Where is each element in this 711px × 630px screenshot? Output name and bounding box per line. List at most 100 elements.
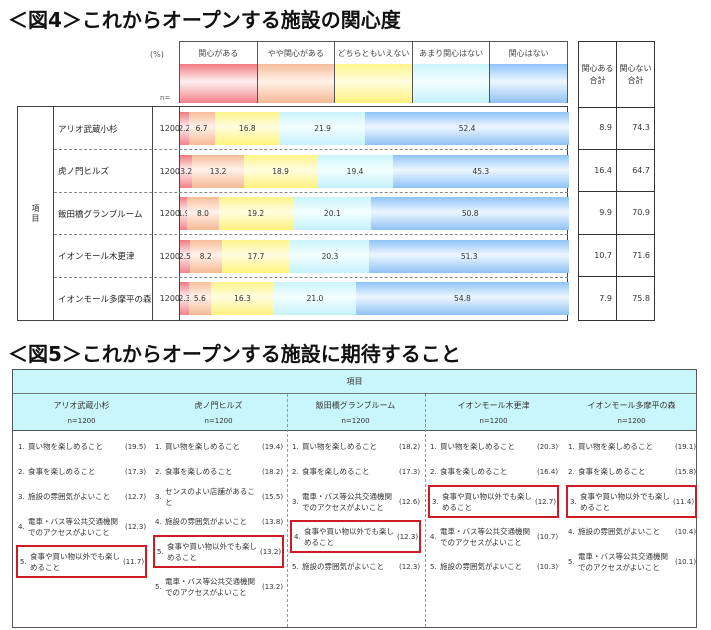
legend-item-not-interested: 関心はない — [490, 42, 567, 103]
rank-number: 5. — [430, 562, 437, 571]
facility-name: イオンモール多摩平の森 — [587, 401, 676, 410]
item-percent: (16.4) — [537, 467, 559, 476]
bar-segment: 54.8 — [355, 282, 569, 316]
item-percent: (12.3) — [397, 532, 419, 541]
percent-unit-label: (%) — [150, 50, 164, 59]
legend-swatch — [412, 64, 490, 103]
bar-segment: 21.9 — [279, 112, 366, 145]
list-item: 5. 電車・バス等公共交通機関でのアクセスがよいこと (10.1) — [566, 545, 697, 578]
highlighted-list-item: 5. 食事や買い物以外でも楽しめること (11.7) — [16, 545, 147, 578]
interested-total: 16.4 — [579, 149, 617, 192]
summary-table: 関心ある 合計 関心ない 合計 8.9 74.3 16.4 64.7 9.9 70.9 10.7… — [578, 41, 655, 321]
item-text: 食事や買い物以外でも楽しめること — [304, 526, 394, 547]
item-percent: (17.3) — [125, 467, 147, 476]
item-text: 電車・バス等公共交通機関でのアクセスがよいこと — [28, 516, 118, 537]
legend-swatch — [335, 64, 412, 103]
legend-label: 関心はない — [508, 48, 549, 58]
rank-number: 1. — [292, 442, 299, 451]
bar-segment: 8.2 — [189, 239, 222, 273]
item-text: 食事や買い物以外でも楽しめること — [442, 491, 532, 512]
not-interested-total: 70.9 — [632, 208, 650, 218]
rank-number: 4. — [568, 527, 575, 536]
item-text: 買い物を楽しめること — [302, 442, 377, 451]
bar-segment: 52.4 — [365, 112, 569, 145]
legend-swatch — [490, 64, 567, 103]
list-item: 4. 電車・バス等公共交通機関でのアクセスがよいこと (10.7) — [428, 520, 559, 553]
legend-item-neutral: どちらともいえない — [335, 42, 413, 103]
item-percent: (19.5) — [125, 442, 147, 451]
item-text: 買い物を楽しめること — [28, 442, 103, 451]
item-percent: (13.2) — [262, 582, 284, 591]
item-percent: (10.7) — [537, 532, 559, 541]
divider — [152, 107, 153, 320]
chart-row: 虎ノ門ヒルズ 1200 3.2 13.2 18.9 19.4 45.3 — [54, 150, 569, 193]
item-text: 食事を楽しめること — [165, 467, 233, 476]
item-percent: (10.3) — [537, 562, 559, 571]
bar-segment: 2.5 — [179, 239, 191, 273]
item-text: 食事を楽しめること — [302, 467, 370, 476]
highlighted-list-item: 4. 食事や買い物以外でも楽しめること (12.3) — [290, 520, 421, 553]
not-interested-total: 71.6 — [632, 251, 650, 261]
interested-total: 9.9 — [579, 192, 617, 234]
item-percent: (15.8) — [675, 467, 697, 476]
rank-number: 4. — [18, 522, 25, 531]
summary-header-not-interested: 関心ない 合計 — [619, 63, 652, 85]
item-percent: (12.7) — [535, 497, 557, 506]
figure4-title: ＜図4＞これからオープンする施設の関心度 — [8, 8, 401, 32]
facility-name: アリオ武蔵小杉 — [53, 401, 110, 410]
summary-row: 16.4 64.7 — [579, 149, 654, 193]
list-item: 2. 食事を楽しめること (17.3) — [290, 460, 421, 483]
rank-number: 4. — [155, 517, 162, 526]
chart-row: イオンモール多摩平の森 1200 2.3 5.6 16.3 21.0 54.8 — [54, 277, 569, 320]
rank-number: 5. — [292, 562, 299, 571]
not-interested-total: 74.3 — [632, 123, 650, 133]
highlighted-list-item: 3. 食事や買い物以外でも楽しめること (11.4) — [566, 485, 697, 518]
bar-segment: 51.3 — [369, 239, 569, 273]
list-item: 4. 電車・バス等公共交通機関でのアクセスがよいこと (12.3) — [16, 510, 147, 543]
bar-segment: 3.2 — [180, 154, 193, 188]
item-text: 施設の雰囲気がよいこと — [302, 562, 385, 571]
item-percent: (13.2) — [260, 547, 282, 556]
facility-column-header: 虎ノ門ヒルズ n=1200 — [150, 394, 287, 431]
n-column-label: n= — [160, 94, 171, 102]
chart-legend: 関心がある やや関心がある どちらともいえない あまり関心はない 関心はない — [179, 41, 568, 103]
list-item: 2. 食事を楽しめること (18.2) — [153, 460, 284, 483]
row-separator — [54, 234, 568, 236]
item-text: 電車・バス等公共交通機関でのアクセスがよいこと — [578, 551, 668, 572]
row-separator — [54, 191, 568, 193]
rank-number: 1. — [155, 442, 162, 451]
item-text: 施設の雰囲気がよいこと — [440, 562, 523, 571]
bar-segment: 13.2 — [192, 154, 244, 188]
rank-number: 1. — [18, 442, 25, 451]
item-text: 買い物を楽しめること — [165, 442, 240, 451]
list-item: 5. 施設の雰囲気がよいこと (12.3) — [290, 555, 421, 578]
column-divider — [425, 394, 426, 627]
highlighted-list-item: 3. 食事や買い物以外でも楽しめること (12.7) — [428, 485, 559, 518]
stacked-bar: 2.2 6.7 16.8 21.9 52.4 — [178, 112, 569, 145]
list-item: 4. 施設の雰囲気がよいこと (13.8) — [153, 510, 284, 533]
item-percent: (10.4) — [675, 527, 697, 536]
item-text: 電車・バス等公共交通機関でのアクセスがよいこと — [165, 576, 255, 597]
item-text: 食事を楽しめること — [578, 467, 646, 476]
sample-size: n=1200 — [617, 417, 646, 425]
rank-number: 4. — [430, 532, 437, 541]
sample-size: 1200 — [159, 209, 180, 219]
item-text: 食事や買い物以外でも楽しめること — [30, 551, 120, 572]
legend-swatch — [180, 64, 257, 103]
summary-row: 9.9 70.9 — [579, 192, 654, 235]
item-percent: (18.2) — [399, 442, 421, 451]
rank-number: 2. — [430, 467, 437, 476]
facility-column-header: アリオ武蔵小杉 n=1200 — [13, 394, 150, 431]
interested-total: 10.7 — [579, 234, 617, 277]
item-percent: (12.3) — [125, 522, 147, 531]
facility-column-header: 飯田橋グランブルーム n=1200 — [287, 394, 424, 431]
facility-header-row: アリオ武蔵小杉 n=1200 虎ノ門ヒルズ n=1200 飯田橋グランブルーム n=120… — [13, 394, 696, 431]
column-divider — [287, 394, 288, 627]
sample-size: n=1200 — [341, 417, 370, 425]
chart-row: 飯田橋グランブルーム 1200 1.9 8.0 19.2 20.1 50.8 — [54, 192, 569, 236]
item-text: 食事を楽しめること — [440, 467, 508, 476]
item-text: 買い物を楽しめること — [578, 442, 653, 451]
table-header: 項目 — [13, 370, 696, 394]
rank-number: 5. — [568, 557, 575, 566]
item-percent: (20.3) — [537, 442, 559, 451]
